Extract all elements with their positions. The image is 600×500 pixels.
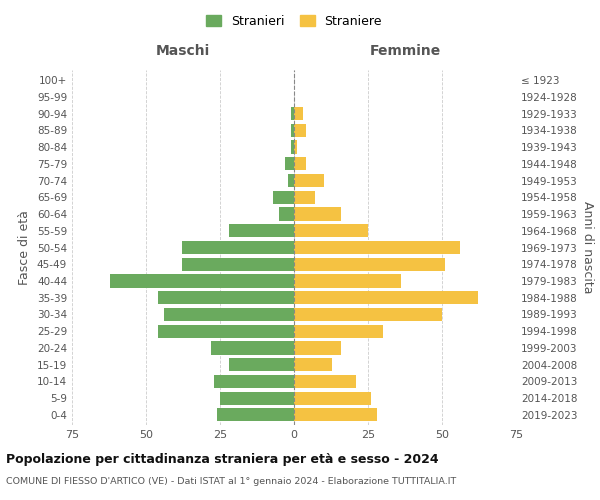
Bar xyxy=(164,308,294,321)
Bar xyxy=(294,124,306,137)
Bar xyxy=(294,174,323,187)
Text: Popolazione per cittadinanza straniera per età e sesso - 2024: Popolazione per cittadinanza straniera p… xyxy=(6,452,439,466)
Bar xyxy=(294,157,306,170)
Bar xyxy=(182,241,294,254)
Legend: Stranieri, Straniere: Stranieri, Straniere xyxy=(203,12,385,30)
Bar xyxy=(294,291,478,304)
Bar xyxy=(214,375,294,388)
Bar xyxy=(229,224,294,237)
Bar xyxy=(288,174,294,187)
Bar xyxy=(294,208,341,220)
Bar xyxy=(294,308,442,321)
Bar xyxy=(182,258,294,271)
Text: COMUNE DI FIESSO D'ARTICO (VE) - Dati ISTAT al 1° gennaio 2024 - Elaborazione TU: COMUNE DI FIESSO D'ARTICO (VE) - Dati IS… xyxy=(6,478,456,486)
Bar xyxy=(294,274,401,287)
Bar xyxy=(273,190,294,204)
Bar xyxy=(294,375,356,388)
Bar xyxy=(291,124,294,137)
Bar xyxy=(229,358,294,371)
Bar xyxy=(294,258,445,271)
Text: Femmine: Femmine xyxy=(370,44,440,59)
Bar xyxy=(291,107,294,120)
Bar xyxy=(285,157,294,170)
Bar xyxy=(294,358,332,371)
Bar xyxy=(158,324,294,338)
Bar xyxy=(294,408,377,422)
Bar xyxy=(294,241,460,254)
Bar xyxy=(220,392,294,404)
Bar xyxy=(294,107,303,120)
Y-axis label: Anni di nascita: Anni di nascita xyxy=(581,201,594,294)
Bar xyxy=(294,224,368,237)
Bar xyxy=(294,324,383,338)
Bar xyxy=(294,190,315,204)
Bar xyxy=(211,342,294,354)
Bar xyxy=(158,291,294,304)
Bar xyxy=(110,274,294,287)
Bar xyxy=(294,392,371,404)
Bar xyxy=(294,342,341,354)
Text: Maschi: Maschi xyxy=(156,44,210,59)
Bar xyxy=(279,208,294,220)
Y-axis label: Fasce di età: Fasce di età xyxy=(19,210,31,285)
Bar xyxy=(291,140,294,153)
Bar xyxy=(217,408,294,422)
Bar xyxy=(294,140,297,153)
